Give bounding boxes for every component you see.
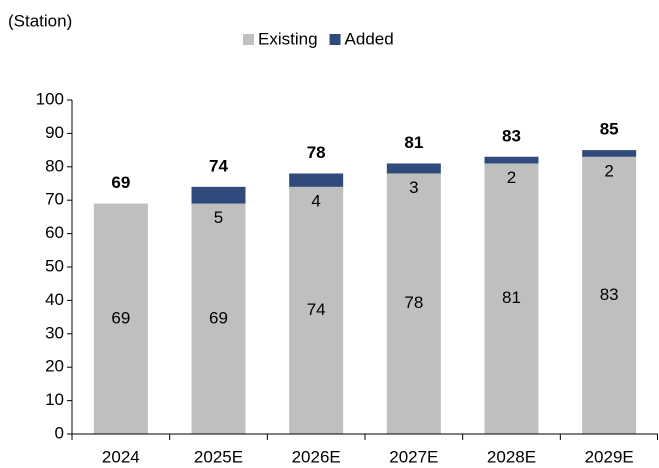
data-label: 74 — [307, 300, 326, 319]
bar-segment — [191, 203, 246, 434]
bar-segment — [386, 163, 441, 174]
bar-segment — [484, 163, 539, 434]
data-label: 69 — [209, 308, 228, 327]
x-tick-label: 2029E — [585, 447, 634, 466]
total-label: 85 — [600, 120, 619, 139]
data-label: 78 — [404, 293, 423, 312]
bar-segment — [386, 173, 441, 435]
y-tick-label: 10 — [45, 390, 64, 409]
bar-segment — [191, 186, 246, 204]
data-label: 2 — [507, 168, 516, 187]
legend-label: Added — [345, 29, 394, 48]
x-tick-label: 2026E — [292, 447, 341, 466]
y-tick-label: 50 — [45, 256, 64, 275]
data-label: 5 — [214, 208, 223, 227]
y-tick-label: 100 — [36, 89, 64, 108]
data-label: 3 — [409, 178, 418, 197]
x-tick-label: 2028E — [487, 447, 536, 466]
data-label: 83 — [600, 285, 619, 304]
y-axis-label: (Station) — [8, 11, 72, 30]
y-tick-label: 40 — [45, 290, 64, 309]
bar-segment — [93, 203, 148, 434]
legend-swatch — [243, 34, 254, 45]
y-tick-label: 70 — [45, 190, 64, 209]
bar-segment — [484, 156, 539, 164]
bar-segment — [582, 156, 637, 434]
y-tick-label: 80 — [45, 156, 64, 175]
x-tick-label: 2024 — [102, 447, 140, 466]
total-label: 81 — [404, 133, 423, 152]
total-label: 78 — [307, 143, 326, 162]
legend-swatch — [329, 34, 341, 45]
y-tick-label: 30 — [45, 323, 64, 342]
total-label: 69 — [111, 173, 130, 192]
bar-segment — [289, 186, 344, 434]
data-label: 81 — [502, 288, 521, 307]
legend-label: Existing — [258, 29, 318, 48]
y-tick-label: 20 — [45, 357, 64, 376]
bar-segment — [582, 150, 637, 157]
total-label: 83 — [502, 126, 521, 145]
bar-segment — [289, 173, 344, 187]
data-label: 2 — [604, 161, 613, 180]
x-tick-label: 2025E — [194, 447, 243, 466]
data-label: 69 — [111, 308, 130, 327]
total-label: 74 — [209, 156, 228, 175]
y-tick-label: 60 — [45, 223, 64, 242]
data-label: 4 — [311, 191, 320, 210]
y-tick-label: 90 — [45, 123, 64, 142]
x-tick-label: 2027E — [389, 447, 438, 466]
y-tick-label: 0 — [55, 423, 64, 442]
